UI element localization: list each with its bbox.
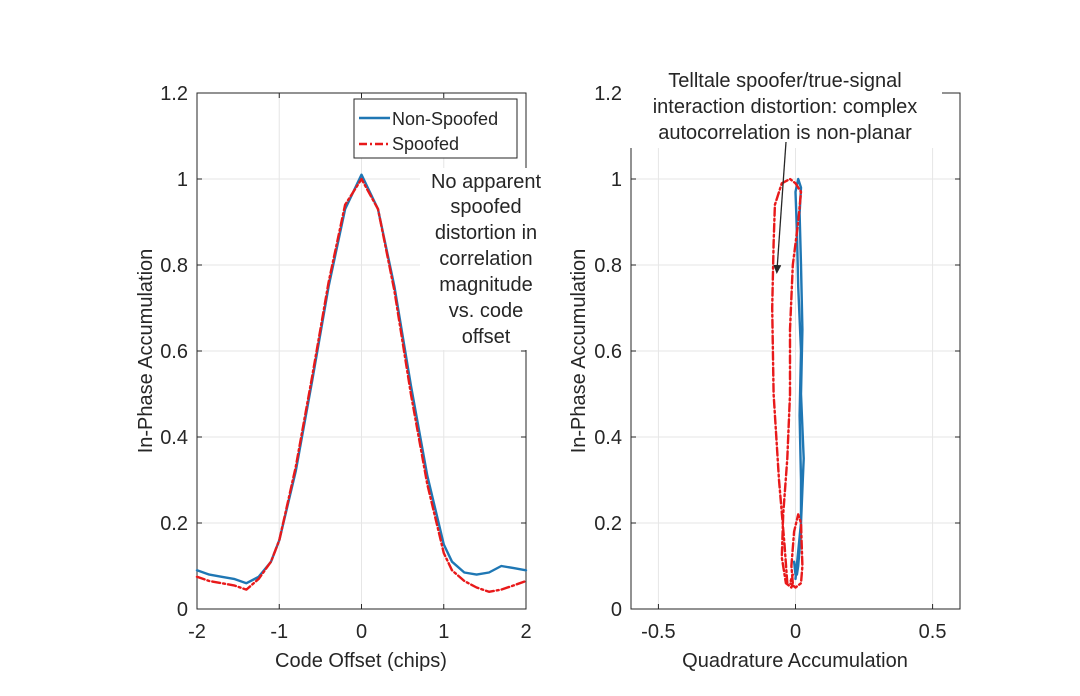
left-chart: -2 -1 0 1 2 0 0.2 0.4 0.6 0.8 1 1.2 Code Offset (ch… (135, 83, 552, 672)
left-y-tick-label: 0.8 (160, 255, 188, 277)
right-x-tick-label: 0.5 (919, 621, 947, 643)
left-annotation: No apparent spoofed distortion in correl… (420, 168, 552, 350)
right-y-tick-label: 0.4 (594, 427, 622, 449)
legend-box (353, 98, 518, 159)
right-x-axis-label: Quadrature Accumulation (682, 650, 908, 672)
right-annotation-background (630, 66, 942, 148)
left-legend: Non-Spoofed Spoofed (353, 98, 518, 159)
left-annotation-line-1: No apparent (431, 171, 542, 193)
left-series-non-spoofed (195, 173, 528, 585)
right-annotation: Telltale spoofer/true-signal interaction… (630, 66, 942, 148)
left-x-tick-label: 2 (520, 621, 531, 643)
right-y-tick-label: 1.2 (594, 83, 622, 105)
left-y-tick-label: 1 (177, 169, 188, 191)
right-annotation-line-1: Telltale spoofer/true-signal (668, 70, 901, 92)
left-y-axis-label: In-Phase Accumulation (135, 249, 157, 454)
left-annotation-line-6: vs. code (449, 300, 523, 322)
right-y-tick-label: 0 (611, 599, 622, 621)
left-series-spoofed (195, 177, 528, 593)
left-x-tick-label: -2 (188, 621, 206, 643)
right-x-tick-label: 0 (790, 621, 801, 643)
left-ticks: -2 -1 0 1 2 0 0.2 0.4 0.6 0.8 1 1.2 (160, 83, 531, 643)
left-x-tick-label: 1 (438, 621, 449, 643)
right-gridlines (631, 92, 960, 610)
left-y-tick-label: 0.2 (160, 513, 188, 535)
right-series (771, 177, 805, 589)
legend-label-spoofed: Spoofed (392, 134, 459, 154)
left-y-tick-label: 0.6 (160, 341, 188, 363)
left-annotation-line-3: distortion in (435, 222, 537, 244)
annotation-arrow (773, 141, 787, 274)
right-annotation-line-2: interaction distortion: complex (653, 96, 918, 118)
left-annotation-line-5: magnitude (439, 274, 532, 296)
left-annotation-line-7: offset (462, 326, 511, 348)
left-x-tick-label: -1 (270, 621, 288, 643)
legend-label-non-spoofed: Non-Spoofed (392, 109, 498, 129)
right-chart: -0.5 0 0.5 0 0.2 0.4 0.6 0.8 1 1.2 Quadrature Acc… (568, 66, 961, 672)
right-y-axis-label: In-Phase Accumulation (568, 249, 590, 454)
left-series (195, 173, 528, 593)
left-annotation-line-2: spoofed (450, 196, 521, 218)
right-y-tick-label: 0.8 (594, 255, 622, 277)
left-y-tick-label: 1.2 (160, 83, 188, 105)
left-annotation-line-4: correlation (439, 248, 532, 270)
left-x-tick-label: 0 (356, 621, 367, 643)
right-annotation-line-3: autocorrelation is non-planar (658, 122, 912, 144)
right-x-tick-label: -0.5 (641, 621, 675, 643)
left-annotation-background (420, 168, 552, 350)
right-ticks: -0.5 0 0.5 0 0.2 0.4 0.6 0.8 1 1.2 (594, 83, 960, 643)
left-y-tick-label: 0.4 (160, 427, 188, 449)
left-x-axis-label: Code Offset (chips) (275, 650, 447, 672)
right-y-tick-label: 1 (611, 169, 622, 191)
left-y-tick-label: 0 (177, 599, 188, 621)
right-y-tick-label: 0.2 (594, 513, 622, 535)
right-series-spoofed (771, 177, 804, 589)
right-y-tick-label: 0.6 (594, 341, 622, 363)
